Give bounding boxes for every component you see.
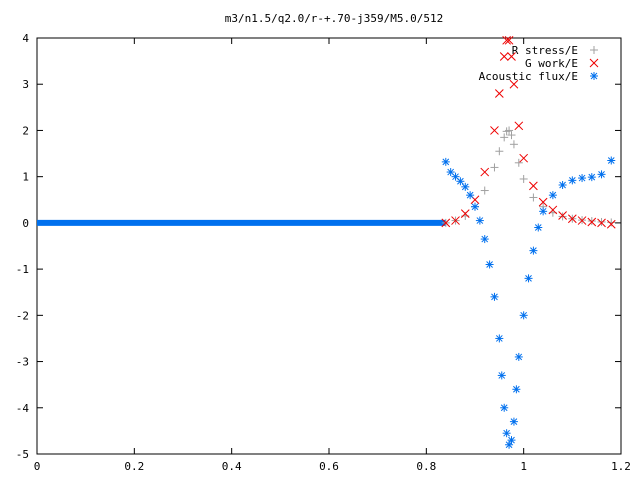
data-point — [494, 89, 504, 98]
legend-label: Acoustic flux/E — [479, 70, 578, 83]
data-point — [529, 193, 538, 202]
data-point — [558, 212, 567, 221]
data-point — [502, 429, 511, 438]
y-tick-label: 3 — [22, 78, 29, 91]
data-point — [480, 167, 490, 177]
axis-ticks: 0 0.2 0.4 0.6 0.8 1 1.2 -5 -4 -3 -2 -1 0 1 2 3 4 — [16, 32, 631, 473]
data-point — [500, 403, 509, 412]
data-point — [587, 217, 596, 226]
data-point — [490, 126, 499, 135]
data-point — [606, 219, 616, 229]
legend-marker — [589, 58, 599, 68]
data-point — [534, 223, 543, 232]
legend-label: R stress/E — [512, 44, 578, 57]
data-point — [485, 260, 494, 269]
y-tick-label: -3 — [16, 356, 29, 369]
data-point — [507, 52, 516, 61]
x-tick-label: 0.6 — [319, 460, 339, 473]
data-point — [597, 217, 606, 226]
data-point — [514, 121, 524, 131]
data-point — [466, 191, 475, 200]
data-point — [558, 211, 567, 220]
data-point — [529, 181, 538, 191]
series-2 — [441, 156, 616, 449]
data-point — [538, 197, 548, 207]
data-point — [597, 218, 606, 228]
data-point — [507, 436, 516, 445]
data-point — [509, 79, 519, 89]
data-point — [461, 182, 470, 191]
y-tick-label: -5 — [16, 448, 29, 461]
data-point — [480, 235, 489, 244]
data-point — [519, 311, 528, 320]
legend-label: G work/E — [525, 57, 578, 70]
x-tick-label: 0 — [34, 460, 41, 473]
x-tick-label: 0.2 — [124, 460, 144, 473]
data-point — [512, 385, 521, 394]
data-point — [514, 158, 523, 167]
plot-frame — [36, 37, 622, 455]
y-tick-label: 2 — [22, 124, 29, 137]
data-point — [490, 292, 499, 301]
data-point — [558, 180, 567, 189]
data-point — [460, 209, 470, 218]
data-point — [587, 173, 596, 182]
data-point — [548, 191, 557, 200]
data-point — [500, 133, 509, 142]
data-point — [597, 170, 606, 179]
y-tick-label: -4 — [16, 402, 30, 415]
y-tick-label: 0 — [22, 217, 29, 230]
data-point — [578, 174, 587, 183]
data-point — [495, 147, 504, 156]
data-point — [519, 153, 529, 163]
data-point — [504, 35, 514, 45]
chart-title: m3/n1.5/q2.0/r-+.70-j359/M5.0/512 — [225, 12, 444, 25]
data-point — [480, 186, 489, 195]
legend-marker — [590, 72, 598, 80]
data-point — [587, 217, 597, 227]
y-tick-label: 4 — [22, 32, 29, 45]
x-tick-label: 0.4 — [222, 460, 242, 473]
data-point — [548, 205, 558, 215]
data-point — [441, 157, 450, 166]
data-point — [495, 334, 504, 343]
data-point — [502, 35, 511, 45]
data-point — [529, 246, 538, 255]
data-point — [519, 174, 528, 183]
data-point — [499, 52, 509, 61]
data-point — [524, 274, 533, 283]
data-point — [568, 176, 577, 185]
data-point — [607, 218, 616, 227]
data-series — [441, 35, 616, 449]
data-point — [607, 156, 616, 165]
data-point — [577, 216, 587, 225]
data-point — [490, 163, 499, 172]
data-point — [456, 177, 465, 186]
data-point — [505, 126, 514, 135]
x-tick-label: 1 — [520, 460, 527, 473]
data-point — [507, 131, 516, 140]
x-tick-label: 1.2 — [611, 460, 631, 473]
data-point — [539, 207, 548, 216]
y-tick-label: -2 — [16, 309, 29, 322]
data-point — [514, 352, 523, 361]
data-point — [509, 140, 518, 149]
legend-marker — [590, 46, 598, 54]
data-point — [509, 417, 518, 426]
data-point — [475, 216, 484, 225]
data-point — [451, 216, 460, 225]
x-tick-label: 0.8 — [416, 460, 436, 473]
data-point — [497, 371, 506, 380]
y-tick-label: -1 — [16, 263, 29, 276]
data-point — [567, 214, 577, 224]
data-point — [441, 218, 451, 228]
y-tick-label: 1 — [22, 171, 29, 184]
data-point — [471, 202, 479, 211]
series-1 — [441, 35, 616, 229]
